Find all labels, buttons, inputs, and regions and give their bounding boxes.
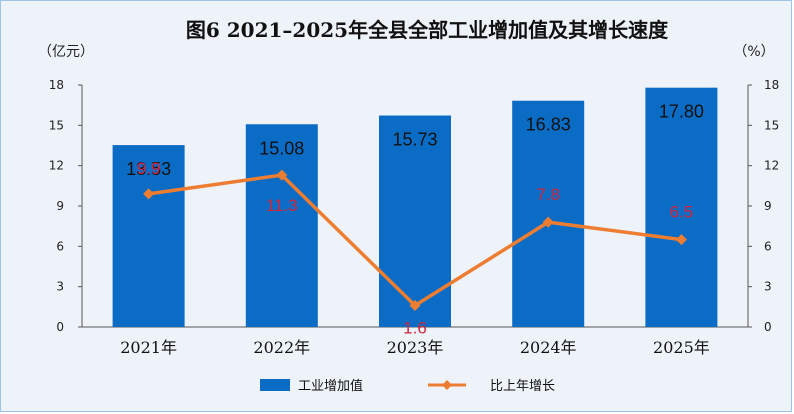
bar — [112, 145, 185, 327]
growth-point — [143, 188, 155, 200]
x-tick-label: 2022年 — [253, 338, 310, 357]
growth-value-label: 6.5 — [670, 203, 694, 222]
growth-value-label: 11.3 — [266, 196, 298, 215]
bar-value-label: 17.80 — [659, 102, 704, 122]
x-tick-label: 2024年 — [520, 338, 577, 357]
right-tick-label: 3 — [764, 280, 772, 294]
left-axis-unit: （亿元） — [38, 44, 94, 60]
x-tick-label: 2023年 — [387, 338, 444, 357]
bar — [512, 100, 585, 327]
axes: 0 3 6 9 12 15 18 0 3 6 9 12 15 18 （亿元） （%） 2021年 2022年 202… — [38, 44, 779, 357]
legend-bar-swatch — [260, 379, 290, 391]
legend-bar-label: 工业增加值 — [298, 378, 363, 394]
growth-value-label: 1.6 — [403, 318, 427, 337]
right-axis-unit: （%） — [733, 44, 774, 60]
right-tick-label: 9 — [764, 199, 772, 213]
chart-title: 图6 2021–2025年全县全部工业增加值及其增长速度 — [185, 18, 669, 42]
growth-point — [409, 299, 421, 311]
bar-value-label: 16.83 — [526, 115, 571, 135]
left-tick-label: 18 — [49, 78, 64, 92]
bar — [645, 87, 718, 327]
legend-line-marker — [442, 380, 452, 390]
x-tick-label: 2021年 — [120, 338, 177, 357]
right-tick-label: 15 — [764, 118, 779, 132]
bar-value-label: 15.73 — [392, 130, 437, 150]
growth-line — [143, 169, 687, 311]
left-tick-label: 0 — [56, 320, 64, 334]
right-tick-label: 6 — [764, 239, 772, 253]
left-tick-label: 3 — [56, 280, 64, 294]
growth-point — [542, 216, 554, 228]
bar-value-label: 13.53 — [126, 159, 171, 179]
left-tick-label: 6 — [56, 239, 64, 253]
growth-point — [675, 234, 687, 246]
legend: 工业增加值 比上年增长 — [260, 378, 555, 394]
legend-line-label: 比上年增长 — [490, 379, 555, 394]
data-labels: 13.53 15.08 15.73 16.83 17.80 9.9 11.3 1.6 7.8 6.… — [126, 102, 704, 338]
right-tick-label: 0 — [764, 320, 772, 334]
x-tick-label: 2025年 — [653, 338, 710, 357]
bar-value-label: 15.08 — [259, 138, 304, 158]
growth-point — [276, 169, 288, 181]
growth-value-label: 7.8 — [536, 185, 560, 204]
bar — [245, 124, 318, 327]
left-tick-label: 12 — [49, 159, 64, 173]
right-tick-label: 18 — [764, 78, 779, 92]
left-tick-label: 9 — [56, 199, 64, 213]
growth-value-label: 9.9 — [137, 159, 161, 178]
left-tick-label: 15 — [49, 118, 64, 132]
bars — [112, 87, 718, 327]
right-tick-label: 12 — [764, 159, 779, 173]
